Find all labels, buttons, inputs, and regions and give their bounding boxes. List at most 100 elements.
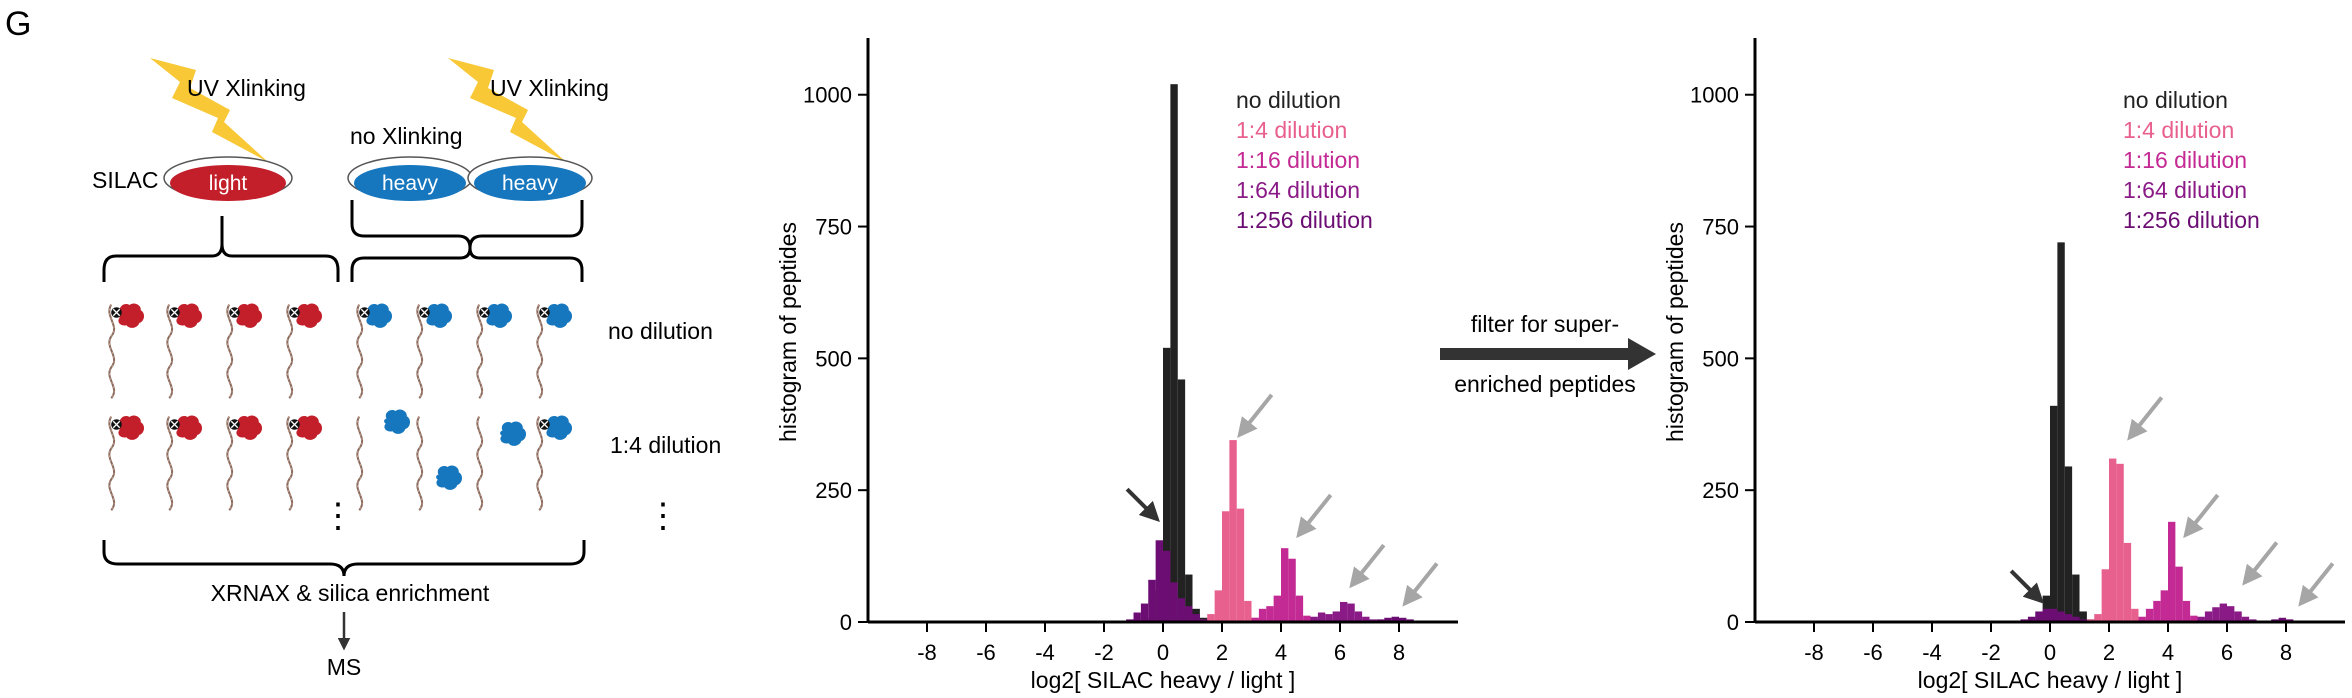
x-tick-label: 6 <box>1334 640 1346 665</box>
histogram-bar <box>1177 598 1186 622</box>
histogram-bar <box>2109 458 2117 622</box>
y-tick-label: 1000 <box>803 83 852 108</box>
rna-strand-icon <box>226 303 234 400</box>
rna-strand-icon <box>476 303 484 400</box>
rna-strand-icon <box>108 415 116 512</box>
filter-arrow-line1: filter for super- <box>1471 311 1619 337</box>
uv-label-right: UV Xlinking <box>490 75 609 101</box>
brace-heavy-top <box>350 200 584 249</box>
crosslink-icon <box>228 418 241 431</box>
histogram-bar <box>2153 600 2161 622</box>
histogram-bar <box>2204 611 2213 622</box>
y-axis-label: histogram of peptides <box>1662 222 1688 442</box>
x-tick-label: 0 <box>2044 640 2056 665</box>
rna-strand-icon <box>356 303 364 400</box>
protein-icon <box>436 465 463 490</box>
histogram-bar <box>1214 590 1223 622</box>
histogram-bar <box>2145 608 2154 622</box>
histogram-bar <box>1163 550 1171 622</box>
legend-entry: no dilution <box>1236 87 1341 113</box>
histogram-bar <box>1258 608 1267 622</box>
x-tick-label: 6 <box>2221 640 2233 665</box>
brace-heavy <box>350 247 584 282</box>
histogram-bar <box>2182 600 2191 622</box>
legend-entry: 1:256 dilution <box>1236 207 1373 233</box>
legend-entry: 1:4 dilution <box>2123 117 2234 143</box>
histogram-bar <box>1354 611 1363 622</box>
histogram-bar <box>2035 611 2043 622</box>
ellipsis-right: ⋮ <box>646 497 680 535</box>
rna-strand-icon <box>476 415 484 512</box>
histogram-bar <box>1140 603 1149 622</box>
histogram-bar <box>1384 617 1392 622</box>
crosslink-icon <box>478 306 491 319</box>
molecule-grid <box>108 303 573 512</box>
histogram-bar <box>2072 616 2080 622</box>
histogram-bar <box>2101 569 2110 622</box>
annotation-arrow-dark-icon <box>2009 569 2044 604</box>
histogram-bar <box>2131 608 2139 622</box>
crosslink-icon <box>110 418 123 431</box>
no-xlinking-label: no Xlinking <box>350 123 463 149</box>
brace-light-right <box>220 243 340 282</box>
dish-heavy-2: heavy <box>467 156 593 201</box>
histogram-bar <box>1229 440 1237 622</box>
x-tick-label: 2 <box>2103 640 2115 665</box>
crosslink-icon <box>168 306 181 319</box>
histogram-bar <box>1163 347 1171 622</box>
crosslink-icon <box>168 418 181 431</box>
histogram-bar <box>1207 614 1215 622</box>
histogram-bar <box>1362 616 1370 622</box>
y-tick-label: 500 <box>1702 346 1739 371</box>
dish-heavy-1-label: heavy <box>382 172 439 195</box>
dish-light: light <box>163 156 293 201</box>
histogram-bar <box>2160 590 2169 622</box>
histogram-bar <box>2064 466 2073 622</box>
protein-icon <box>384 409 411 434</box>
histogram-bar <box>1185 574 1193 622</box>
histogram-bar <box>1133 612 1141 622</box>
x-tick-label: -4 <box>1035 640 1055 665</box>
histogram-bar <box>2278 617 2287 622</box>
histogram-bar <box>1399 617 1407 622</box>
protein-icon <box>118 415 145 440</box>
histogram-bar <box>2050 405 2058 622</box>
dish-heavy-1: heavy <box>347 156 473 201</box>
silac-label: SILAC <box>92 167 158 193</box>
crosslink-icon <box>538 306 551 319</box>
rna-strand-icon <box>166 415 174 512</box>
brace-light <box>102 216 224 282</box>
annotation-arrow-gray-icon <box>1402 562 1439 607</box>
histogram-chart-left: 0 250 500 750 1000 -8 -6 -4 -2 0 2 4 6 8 log2[ SILAC h… <box>775 38 1458 693</box>
histogram-bar <box>2050 608 2058 622</box>
histogram-bar <box>1288 558 1296 622</box>
histogram-bar <box>2079 611 2087 622</box>
histogram-bar <box>2027 616 2036 622</box>
x-tick-label: 4 <box>2162 640 2174 665</box>
filter-arrow-icon <box>1440 338 1656 370</box>
histogram-bar <box>1177 379 1186 622</box>
row-label-no-dilution: no dilution <box>608 318 713 344</box>
protein-icon <box>176 303 203 328</box>
annotation-arrow-gray-icon <box>1237 393 1274 438</box>
histogram-bar <box>1148 579 1156 622</box>
x-tick-label: 8 <box>2280 640 2292 665</box>
histogram-bar <box>1244 600 1252 622</box>
histogram-bar <box>1170 84 1178 623</box>
protein-icon <box>546 303 573 328</box>
uv-bolt-right-icon <box>448 58 566 162</box>
protein-icon <box>236 415 263 440</box>
histogram-bar <box>1266 606 1274 622</box>
histogram-bar <box>1332 611 1341 622</box>
rna-strand-icon <box>226 415 234 512</box>
y-tick-label: 250 <box>815 478 852 503</box>
rna-strand-icon <box>108 303 116 400</box>
x-tick-label: -8 <box>917 640 937 665</box>
histogram-bar <box>2241 616 2250 622</box>
y-tick-label: 0 <box>1727 610 1739 635</box>
crosslink-icon <box>110 306 123 319</box>
x-tick-label: -2 <box>1094 640 1114 665</box>
crosslink-icon <box>228 306 241 319</box>
protein-icon <box>366 303 393 328</box>
